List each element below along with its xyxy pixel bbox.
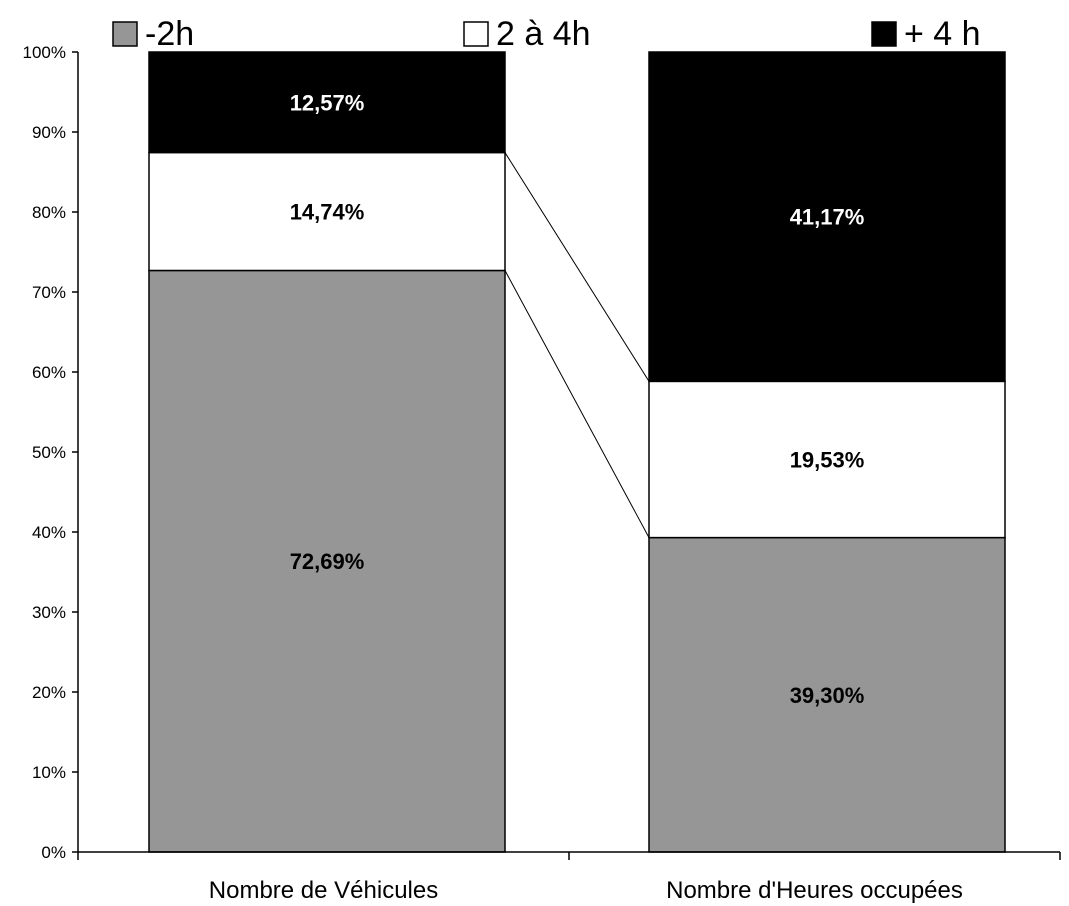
legend-swatch	[871, 21, 897, 47]
data-label: 41,17%	[790, 205, 865, 230]
y-tick-label: 20%	[32, 683, 66, 702]
legend-swatch	[112, 21, 138, 47]
series-connector-line	[504, 152, 650, 382]
data-label: 12,57%	[290, 90, 365, 115]
y-tick-label: 40%	[32, 523, 66, 542]
legend: -2h 2 à 4h + 4 h	[112, 15, 981, 53]
data-label: 14,74%	[290, 200, 365, 225]
y-tick-label: 80%	[32, 203, 66, 222]
series-connector-line	[504, 270, 650, 538]
bar-segment	[648, 51, 1006, 383]
bar-segment	[148, 269, 506, 853]
y-axis: 0% 10% 20% 30% 40% 50% 60% 70% 80% 90% 100%	[23, 43, 79, 862]
y-tick-label: 10%	[32, 763, 66, 782]
y-tick-label: 30%	[32, 603, 66, 622]
connector-lines	[504, 152, 650, 538]
y-tick-label: 70%	[32, 283, 66, 302]
legend-swatch	[463, 21, 489, 47]
y-tick-label: 100%	[23, 43, 66, 62]
bar-segment	[648, 536, 1006, 853]
bars: 72,69% 14,74% 12,57% 39,30% 19,53% 41,17%	[148, 51, 1006, 853]
legend-label: 2 à 4h	[496, 15, 591, 53]
y-tick-label: 60%	[32, 363, 66, 382]
legend-label: + 4 h	[904, 15, 981, 53]
y-tick-label: 0%	[41, 843, 66, 862]
x-category-label: Nombre de Véhicules	[209, 877, 438, 904]
x-category-label: Nombre d'Heures occupées	[666, 877, 963, 904]
x-axis: Nombre de Véhicules Nombre d'Heures occup…	[77, 851, 1061, 904]
data-label: 72,69%	[290, 549, 365, 574]
y-tick-label: 90%	[32, 123, 66, 142]
data-label: 19,53%	[790, 447, 865, 472]
bar-segment	[148, 151, 506, 272]
bar-segment	[648, 380, 1006, 539]
data-label: 39,30%	[790, 683, 865, 708]
legend-label: -2h	[145, 15, 194, 53]
y-tick-label: 50%	[32, 443, 66, 462]
bar-segment	[148, 51, 506, 154]
